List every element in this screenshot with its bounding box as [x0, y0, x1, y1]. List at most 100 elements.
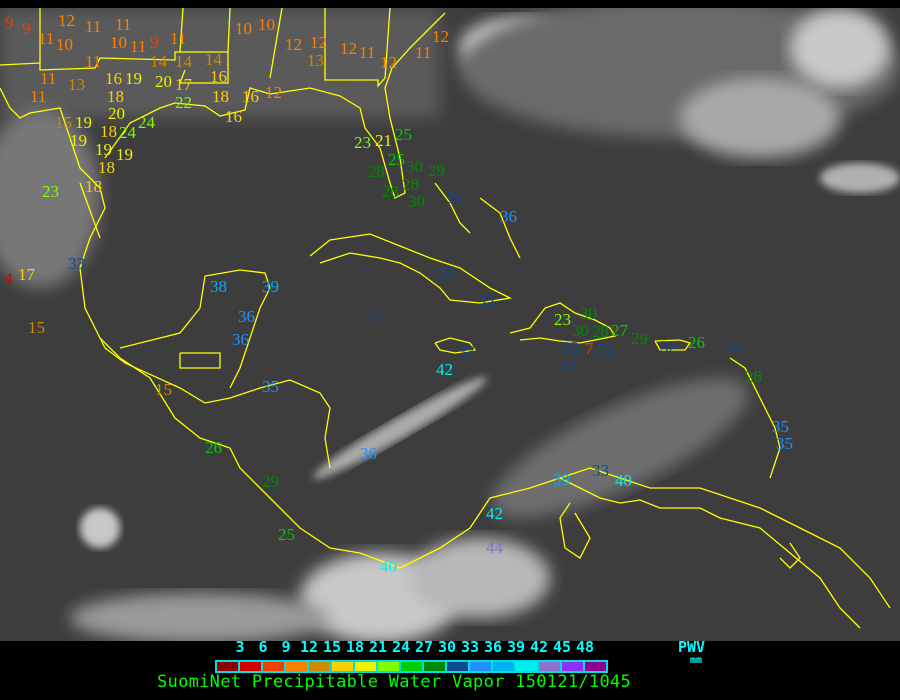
station-pwv-value: 33 — [592, 461, 609, 480]
color-scale-cell — [470, 662, 493, 671]
station-pwv-value: 14 — [175, 52, 192, 71]
station-pwv-value: 22 — [175, 93, 192, 112]
station-pwv-value: 4 — [4, 269, 13, 288]
color-scale-cell — [332, 662, 355, 671]
station-pwv-value: 30 — [572, 321, 589, 340]
station-pwv-value: 15 — [28, 318, 45, 337]
station-pwv-value: 11 — [30, 87, 47, 106]
station-pwv-value: 16 — [225, 107, 242, 126]
station-pwv-value: 14 — [205, 50, 222, 69]
station-pwv-value: 27 — [611, 321, 628, 340]
station-pwv-value: 12 — [380, 53, 397, 72]
station-pwv-value: 31 — [597, 340, 614, 359]
station-pwv-value: 29 — [262, 472, 279, 491]
legend-tick: 12 — [299, 638, 319, 656]
legend-tick-labels: 3 6 9 12 15 18 21 24 27 30 33 36 39 42 45 48 — [0, 638, 900, 656]
legend-tick: 6 — [258, 638, 268, 656]
station-pwv-value: 11 — [170, 29, 187, 48]
station-pwv-value: 33 — [562, 338, 579, 357]
station-pwv-value: 20 — [108, 104, 125, 123]
station-pwv-value: 24 — [138, 113, 155, 132]
color-scale-cell — [240, 662, 263, 671]
legend-tick: 39 — [506, 638, 526, 656]
color-scale-cell — [286, 662, 309, 671]
station-pwv-value: 33 — [725, 337, 742, 356]
station-pwv-value: 29 — [631, 329, 648, 348]
station-pwv-value: 32 — [365, 307, 382, 326]
station-pwv-value: 12 — [340, 39, 357, 58]
color-scale-cell — [378, 662, 401, 671]
station-pwv-value: 18 — [107, 87, 124, 106]
color-scale-bar — [215, 660, 608, 673]
station-pwv-value: 36 — [360, 444, 377, 463]
station-pwv-value: 25 — [388, 150, 405, 169]
station-pwv-value: 26 — [688, 333, 705, 352]
station-pwv-value: 35 — [776, 434, 793, 453]
legend-tick: 21 — [368, 638, 388, 656]
station-pwv-value: 35 — [772, 417, 789, 436]
station-pwv-value: 28 — [592, 322, 609, 341]
color-scale-cell — [355, 662, 378, 671]
satellite-map — [0, 8, 900, 641]
station-pwv-value: 39 — [553, 470, 570, 489]
legend-tick: 48 — [575, 638, 595, 656]
station-pwv-value: 9 — [5, 13, 14, 32]
station-pwv-value: 11 — [359, 43, 376, 62]
station-pwv-value: 17 — [175, 75, 192, 94]
station-pwv-value: 13 — [68, 75, 85, 94]
station-pwv-value: 18 — [85, 177, 102, 196]
station-pwv-value: 12 — [285, 35, 302, 54]
station-pwv-value: 44 — [486, 538, 503, 557]
station-pwv-value: 20 — [155, 72, 172, 91]
color-scale-cell — [309, 662, 332, 671]
station-pwv-value: 28 — [382, 182, 399, 201]
station-pwv-value: 18 — [100, 122, 117, 141]
station-pwv-value: 39 — [262, 277, 279, 296]
station-pwv-value: 28 — [368, 162, 385, 181]
station-pwv-value: 29 — [428, 161, 445, 180]
station-pwv-value: 19 — [70, 131, 87, 150]
station-pwv-value: 32 — [478, 292, 495, 311]
station-pwv-value: 25 — [278, 525, 295, 544]
station-pwv-value: 12 — [310, 33, 327, 52]
station-pwv-value: 9 — [150, 33, 159, 52]
station-pwv-value: 30 — [406, 157, 423, 176]
station-pwv-value: 30 — [580, 304, 597, 323]
legend-tick: 45 — [552, 638, 572, 656]
legend-tick: 30 — [437, 638, 457, 656]
station-pwv-value: 11 — [85, 17, 102, 36]
station-pwv-value: 12 — [58, 11, 75, 30]
station-pwv-value: 14 — [150, 52, 167, 71]
color-scale-cell — [217, 662, 240, 671]
station-pwv-value: 16 — [210, 67, 227, 86]
color-scale-cell — [562, 662, 585, 671]
station-pwv-value: 24 — [119, 123, 136, 142]
color-scale-cell — [447, 662, 470, 671]
station-pwv-value: 10 — [235, 19, 252, 38]
color-scale-cell — [539, 662, 562, 671]
station-pwv-value: 10 — [56, 35, 73, 54]
station-pwv-value: 31 — [446, 188, 463, 207]
legend-tick: 42 — [529, 638, 549, 656]
color-scale-cell — [401, 662, 424, 671]
legend-tick: 24 — [391, 638, 411, 656]
station-pwv-value: 33 — [458, 342, 475, 361]
legend-unit-label: PWV — [678, 638, 706, 656]
station-pwv-value: 12 — [432, 27, 449, 46]
legend-tick: 36 — [483, 638, 503, 656]
station-pwv-value: 42 — [486, 504, 503, 523]
station-pwv-value: 11 — [85, 52, 102, 71]
station-pwv-value: 28 — [402, 175, 419, 194]
station-pwv-value: 23 — [554, 310, 571, 329]
station-pwv-value: 11 — [38, 29, 55, 48]
station-pwv-value: 17 — [18, 265, 35, 284]
product-title: SuomiNet Precipitable Water Vapor 150121… — [157, 672, 632, 692]
station-pwv-value: 10 — [110, 33, 127, 52]
color-scale-cell — [516, 662, 539, 671]
station-pwv-value: 23 — [354, 133, 371, 152]
station-pwv-value: 15 — [155, 380, 172, 399]
station-pwv-value: 9 — [22, 19, 31, 38]
station-pwv-value: 32 — [660, 337, 677, 356]
station-pwv-value: 35 — [262, 377, 279, 396]
station-pwv-value: 13 — [307, 51, 324, 70]
